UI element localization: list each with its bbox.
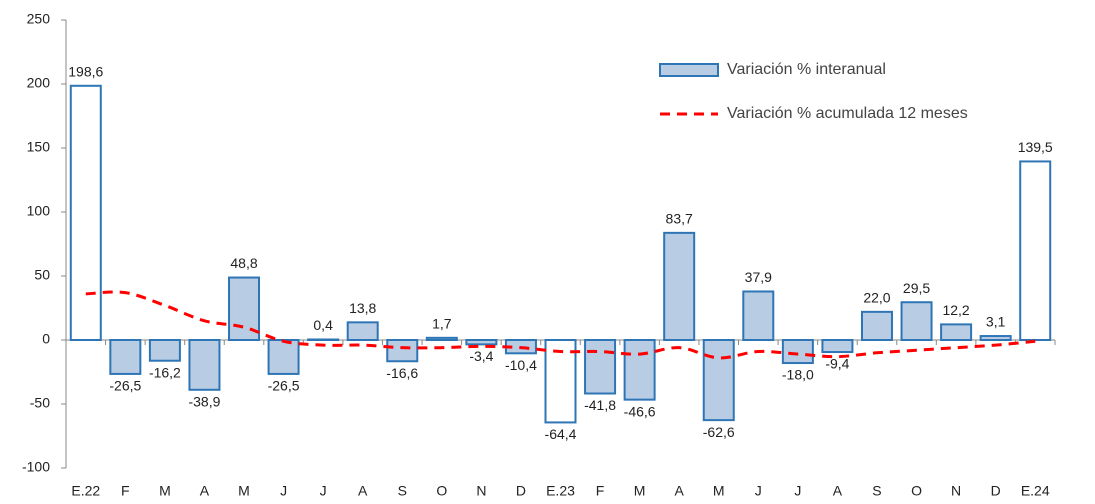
bar (900, 301, 933, 341)
x-tick-label: M (634, 483, 646, 499)
x-tick-label: F (121, 483, 130, 499)
bar (267, 339, 300, 375)
y-tick-label: -50 (30, 395, 50, 411)
x-tick-label: E.24 (1021, 483, 1050, 499)
x-tick-label: J (280, 483, 287, 499)
x-tick-label: D (516, 483, 526, 499)
value-label: 198,6 (68, 63, 103, 79)
y-tick-label: -100 (22, 459, 50, 475)
x-tick-label: A (833, 483, 843, 499)
x-tick-label: A (358, 483, 368, 499)
value-label: 1,7 (432, 316, 452, 332)
value-label: 139,5 (1018, 139, 1053, 155)
x-tick-label: E.22 (71, 483, 100, 499)
bar (307, 338, 340, 342)
x-tick-label: M (238, 483, 250, 499)
x-tick-label: J (755, 483, 762, 499)
bar (940, 323, 973, 342)
value-label: 0,4 (313, 317, 333, 333)
x-tick-label: A (200, 483, 210, 499)
legend-swatch (659, 63, 719, 77)
x-tick-label: D (991, 483, 1001, 499)
y-tick-label: 200 (27, 75, 51, 91)
x-tick-label: M (159, 483, 171, 499)
value-label: -64,4 (545, 426, 577, 442)
value-label: -16,6 (386, 365, 418, 381)
bar (425, 336, 458, 342)
value-label: -16,2 (149, 364, 181, 380)
y-tick-label: 50 (34, 267, 50, 283)
value-label: -26,5 (109, 378, 141, 394)
bar (544, 339, 577, 424)
value-label: 12,2 (942, 302, 969, 318)
bar (1019, 160, 1052, 341)
value-label: -41,8 (584, 397, 616, 413)
bar (623, 339, 656, 401)
x-tick-label: M (713, 483, 725, 499)
bar (979, 335, 1012, 342)
bar (702, 339, 735, 422)
value-label: -9,4 (825, 356, 849, 372)
bar (584, 339, 617, 395)
value-label: -46,6 (624, 403, 656, 419)
y-tick-label: 250 (27, 11, 51, 27)
legend-label: Variación % interanual (727, 61, 886, 78)
x-tick-label: N (476, 483, 486, 499)
bar (386, 339, 419, 363)
x-tick-label: F (596, 483, 605, 499)
bar (109, 339, 142, 375)
bar (188, 339, 221, 391)
x-tick-label: O (911, 483, 922, 499)
value-label: 48,8 (230, 255, 257, 271)
value-label: -10,4 (505, 357, 537, 373)
value-label: -38,9 (188, 393, 220, 409)
legend-label: Variación % acumulada 12 meses (727, 105, 968, 122)
value-label: 83,7 (666, 211, 693, 227)
bar (148, 339, 181, 362)
value-label: -62,6 (703, 424, 735, 440)
x-tick-label: O (436, 483, 447, 499)
value-label: 29,5 (903, 280, 930, 296)
x-tick-label: E.23 (546, 483, 575, 499)
value-label: 37,9 (745, 269, 772, 285)
bar (346, 321, 379, 341)
bar (663, 231, 696, 341)
value-label: 3,1 (986, 314, 1006, 330)
bar (821, 339, 854, 354)
y-tick-label: 150 (27, 139, 51, 155)
y-tick-label: 0 (42, 331, 50, 347)
value-label: -3,4 (469, 348, 493, 364)
x-tick-label: A (675, 483, 685, 499)
bar (742, 290, 775, 342)
x-tick-label: S (872, 483, 881, 499)
bar (69, 84, 102, 341)
value-label: -26,5 (268, 378, 300, 394)
value-label: 22,0 (863, 290, 890, 306)
bar (860, 310, 893, 341)
value-label: -18,0 (782, 367, 814, 383)
x-tick-label: J (794, 483, 801, 499)
x-tick-label: J (320, 483, 327, 499)
value-label: 13,8 (349, 300, 376, 316)
bar (465, 339, 498, 346)
x-tick-label: N (951, 483, 961, 499)
x-tick-label: S (398, 483, 407, 499)
line (85, 290, 1036, 360)
bar (781, 339, 814, 365)
y-tick-label: 100 (27, 203, 51, 219)
